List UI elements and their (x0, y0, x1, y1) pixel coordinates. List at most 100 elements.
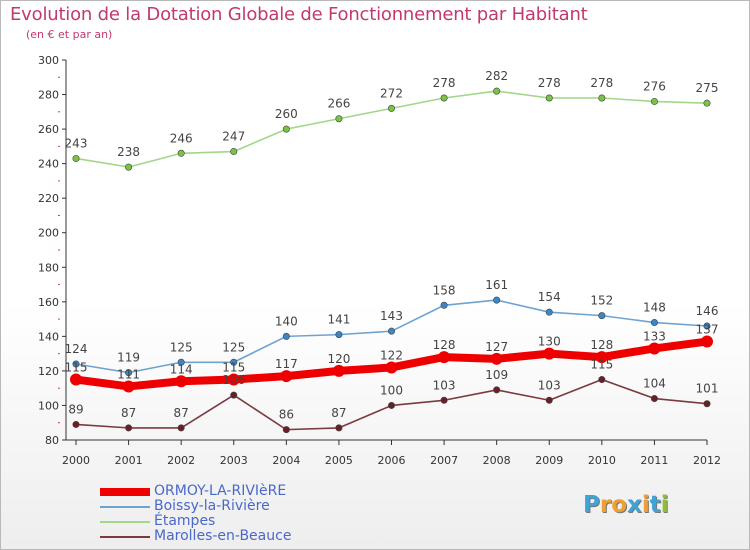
data-point (282, 332, 290, 340)
data-label: 89 (68, 402, 83, 416)
y-tick-label: 180 (38, 261, 59, 274)
x-tick-label: 2004 (272, 454, 300, 467)
data-point (280, 370, 293, 383)
data-label: 114 (170, 362, 193, 376)
x-tick-label: 2006 (378, 454, 406, 467)
data-point (175, 375, 188, 388)
data-point (543, 347, 556, 360)
data-label: 272 (380, 86, 403, 100)
data-label: 122 (380, 348, 403, 362)
data-point (650, 319, 658, 327)
x-tick-label: 2002 (167, 454, 195, 467)
data-label: 154 (538, 290, 561, 304)
y-tick-label: 160 (38, 296, 59, 309)
x-tick-label: 2010 (588, 454, 616, 467)
data-point (493, 87, 501, 95)
data-point (703, 99, 711, 107)
data-label: 115 (590, 358, 613, 372)
y-tick-label: 260 (38, 123, 59, 136)
logo-letter: x (627, 492, 642, 518)
data-point (385, 361, 398, 374)
data-point (545, 94, 553, 102)
data-point (282, 426, 290, 434)
data-label: 119 (117, 351, 140, 365)
data-point (387, 104, 395, 112)
legend-label-marolles: Marolles-en-Beauce (154, 528, 292, 544)
data-label: 101 (696, 382, 719, 396)
data-point (72, 154, 80, 162)
data-label: 266 (327, 97, 350, 111)
data-label: 87 (331, 406, 346, 420)
legend-swatch-marolles (100, 536, 150, 538)
data-label: 100 (380, 383, 403, 397)
data-label: 246 (170, 131, 193, 145)
data-label: 282 (485, 69, 508, 83)
data-label: 103 (433, 378, 456, 392)
data-label: 278 (590, 76, 613, 90)
y-tick-label: 300 (38, 54, 59, 67)
data-label: 115 (222, 361, 245, 375)
data-label: 87 (174, 406, 189, 420)
x-tick-label: 2012 (693, 454, 721, 467)
data-label: 104 (643, 377, 666, 391)
data-label: 115 (65, 361, 88, 375)
data-point (595, 351, 608, 364)
proxiti-logo: Proxiti (583, 492, 669, 518)
data-point (703, 400, 711, 408)
data-label: 127 (485, 340, 508, 354)
data-label: 109 (485, 368, 508, 382)
data-label: 278 (538, 76, 561, 90)
data-label: 247 (222, 130, 245, 144)
logo-letter: r (599, 492, 612, 518)
data-point (335, 115, 343, 123)
data-label: 137 (696, 323, 719, 337)
data-point (125, 424, 133, 432)
legend-label-ormoy: ORMOY-LA-RIVIèRE (154, 483, 287, 499)
data-point (598, 94, 606, 102)
legend-label-etampes: Étampes (154, 513, 216, 529)
data-label: 106 (222, 373, 245, 387)
data-point (332, 364, 345, 377)
data-point (387, 401, 395, 409)
data-point (387, 327, 395, 335)
data-label: 117 (275, 357, 298, 371)
data-label: 158 (433, 283, 456, 297)
data-point (230, 148, 238, 156)
data-label: 276 (643, 79, 666, 93)
y-tick-label: 220 (38, 192, 59, 205)
x-tick-label: 2007 (430, 454, 458, 467)
data-label: 87 (121, 406, 136, 420)
y-tick-label: 100 (38, 399, 59, 412)
data-label: 278 (433, 76, 456, 90)
y-tick-label: 200 (38, 227, 59, 240)
data-label: 125 (170, 340, 193, 354)
legend-swatch-etampes (100, 521, 150, 523)
data-label: 120 (327, 352, 350, 366)
x-tick-label: 2000 (62, 454, 90, 467)
data-point (438, 351, 451, 364)
data-point (440, 301, 448, 309)
x-tick-label: 2008 (483, 454, 511, 467)
chart-title: Evolution de la Dotation Globale de Fonc… (10, 4, 588, 25)
data-label: 148 (643, 301, 666, 315)
data-point (177, 149, 185, 157)
y-tick-label: 120 (38, 365, 59, 378)
data-label: 152 (590, 294, 613, 308)
data-label: 111 (117, 367, 140, 381)
data-point (125, 163, 133, 171)
data-point (493, 296, 501, 304)
data-label: 243 (65, 136, 88, 150)
data-point (545, 308, 553, 316)
data-point (598, 312, 606, 320)
y-tick-label: 280 (38, 89, 59, 102)
data-point (70, 373, 82, 386)
logo-letter: i (641, 492, 650, 518)
data-point (650, 395, 658, 403)
chart-subtitle: (en € et par an) (26, 28, 113, 41)
legend-swatch-ormoy (100, 488, 150, 496)
data-label: 275 (696, 81, 719, 95)
data-point (335, 424, 343, 432)
data-label: 125 (222, 340, 245, 354)
